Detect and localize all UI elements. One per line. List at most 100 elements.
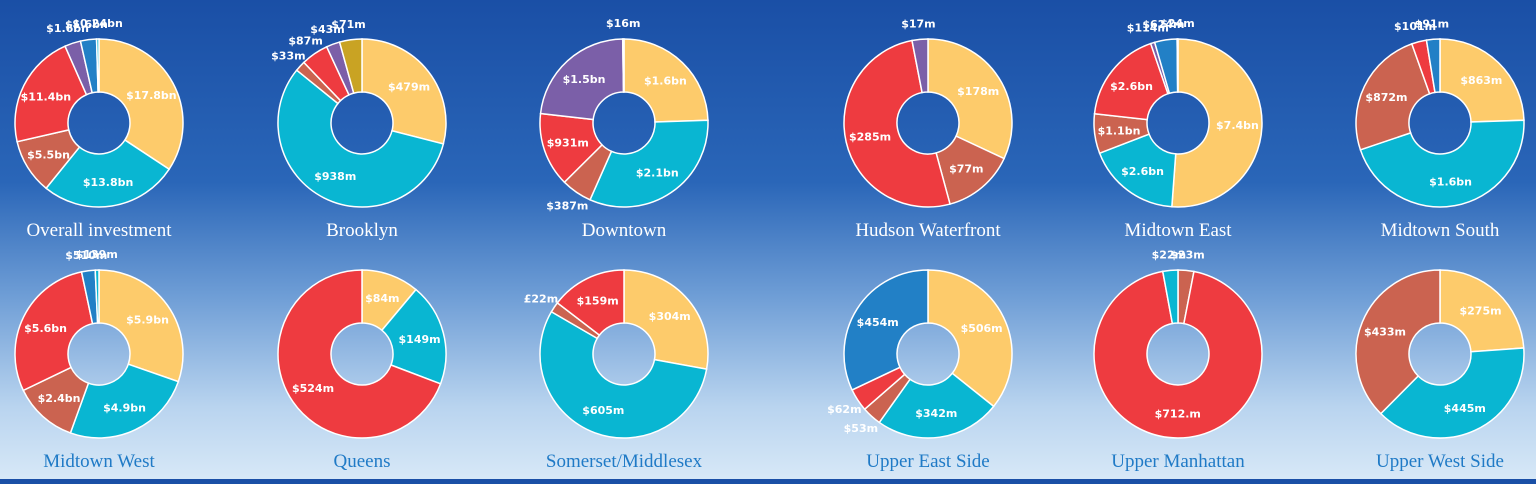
slice-label-overall-investment-2: $5.5bn: [27, 148, 70, 161]
donut-upper-east-side: $506m $342m $53m $62m $454m Upper East Side: [827, 269, 1013, 472]
slice-label-midtown-east-5: $624m: [1142, 18, 1184, 31]
slice-label-upper-west-side-0: $275m: [1459, 304, 1501, 317]
slice-label-overall-investment-6: $0.24bn: [72, 17, 123, 30]
donut-upper-west-side: $275m $445m $433m Upper West Side: [1355, 269, 1525, 472]
slice-label-overall-investment-3: $11.4bn: [21, 90, 72, 103]
slice-downtown-4: [539, 38, 625, 121]
slice-midtown-east-6: [1176, 38, 1179, 93]
slice-midtown-west-5: [94, 269, 100, 324]
slice-overall-investment-3: [14, 45, 88, 143]
caption-downtown: Downtown: [582, 220, 667, 241]
caption-upper-east-side: Upper East Side: [866, 451, 989, 472]
slice-midtown-east-3: [1093, 42, 1169, 121]
caption-upper-manhattan: Upper Manhattan: [1111, 451, 1245, 472]
slice-label-midtown-south-3: $101m: [1394, 20, 1436, 33]
slice-label-queens-2: $524m: [292, 382, 334, 395]
slice-somerset-middlesex-1: [539, 310, 708, 439]
slice-label-upper-west-side-1: $445m: [1444, 402, 1486, 415]
slice-midtown-west-1: [69, 363, 180, 439]
slice-label-brooklyn-3: $87m: [288, 34, 322, 47]
slice-label-somerset-middlesex-2: £22m: [524, 292, 558, 305]
slice-label-brooklyn-2: $33m: [271, 49, 305, 62]
slice-label-downtown-4: $1.5bn: [563, 73, 606, 86]
slice-label-midtown-west-3: $5.6bn: [24, 322, 67, 335]
donut-downtown: $1.6bn $2.1bn $387m $931m $1.5bn $16m Downtown: [539, 17, 709, 241]
slice-label-brooklyn-1: $938m: [314, 170, 356, 183]
slice-label-midtown-east-2: $1.1bn: [1098, 125, 1141, 138]
slice-label-midtown-south-4: $91m: [1415, 17, 1449, 30]
slice-downtown-1: [589, 119, 709, 208]
slice-label-midtown-west-0: $5.9bn: [126, 314, 169, 327]
caption-somerset-middlesex: Somerset/Middlesex: [546, 451, 703, 472]
slice-hudson-waterfront-3: [911, 38, 929, 94]
slice-midtown-south-4: [1425, 38, 1441, 94]
caption-upper-west-side: Upper West Side: [1376, 451, 1504, 472]
slice-label-midtown-south-2: $872m: [1365, 91, 1407, 104]
slice-label-brooklyn-4: $43m: [310, 23, 344, 36]
slice-label-somerset-middlesex-1: $605m: [582, 404, 624, 417]
slice-label-midtown-east-3: $2.6bn: [1110, 80, 1153, 93]
slice-upper-west-side-2: [1355, 269, 1441, 415]
slice-upper-east-side-4: [843, 269, 929, 391]
slice-label-downtown-2: $387m: [546, 199, 588, 212]
slice-label-queens-0: $84m: [365, 292, 399, 305]
slice-upper-east-side-0: [927, 269, 1013, 408]
slice-midtown-west-0: [98, 269, 184, 383]
slice-label-upper-east-side-0: $506m: [961, 322, 1003, 335]
slice-label-upper-west-side-2: $433m: [1364, 325, 1406, 338]
slice-hudson-waterfront-0: [927, 38, 1013, 160]
slice-label-midtown-east-4: $114m: [1127, 22, 1169, 35]
donut-brooklyn: $479m $938m $33m $87m$43m$71m Brooklyn: [271, 18, 447, 241]
slice-label-downtown-1: $2.1bn: [636, 166, 679, 179]
slice-label-midtown-west-5: $139m: [76, 248, 118, 261]
slice-label-hudson-waterfront-2: $285m: [849, 130, 891, 143]
slice-midtown-south-0: [1439, 38, 1525, 123]
slice-queens-2: [277, 269, 442, 439]
slice-midtown-south-2: [1355, 42, 1431, 151]
slice-label-brooklyn-5: $71m: [331, 18, 365, 31]
slice-midtown-south-1: [1359, 119, 1525, 208]
slice-upper-west-side-1: [1379, 347, 1525, 439]
slice-label-midtown-west-4: $510m: [65, 249, 107, 262]
slice-overall-investment-1: [45, 139, 171, 208]
slice-overall-investment-6: [95, 38, 100, 93]
slice-label-overall-investment-4: $1.6bn: [46, 22, 89, 35]
slice-label-hudson-waterfront-0: $178m: [957, 85, 999, 98]
slice-label-midtown-east-0: $7.4bn: [1216, 119, 1259, 132]
slice-label-upper-manhattan-2: $22m: [1152, 248, 1186, 261]
slice-midtown-east-0: [1171, 38, 1263, 208]
slice-upper-west-side-0: [1439, 269, 1525, 353]
slice-label-downtown-3: $931m: [547, 137, 589, 150]
slice-label-upper-manhattan-0: $23m: [1170, 248, 1204, 261]
slice-midtown-west-3: [14, 270, 94, 392]
slice-label-midtown-east-1: $2.6bn: [1121, 165, 1164, 178]
slice-brooklyn-5: [338, 38, 363, 95]
slice-label-upper-east-side-3: $62m: [827, 403, 861, 416]
slice-label-midtown-east-6: $24m: [1160, 17, 1194, 30]
slice-queens-1: [380, 288, 447, 385]
slice-midtown-east-1: [1098, 133, 1177, 208]
slice-label-overall-investment-1: $13.8bn: [83, 176, 134, 189]
donut-queens: $84m $149m $524m Queens: [277, 269, 447, 472]
slice-upper-manhattan-1: [1093, 270, 1263, 439]
slice-label-overall-investment-0: $17.8bn: [126, 89, 177, 102]
caption-midtown-west: Midtown West: [43, 451, 155, 472]
slice-label-brooklyn-0: $479m: [388, 81, 430, 94]
caption-hudson-waterfront: Hudson Waterfront: [855, 220, 1001, 241]
slice-label-downtown-0: $1.6bn: [644, 74, 687, 87]
donut-midtown-east: $7.4bn $2.6bn $1.1bn $2.6bn $114m$624m$24m Mi…: [1093, 17, 1263, 241]
slice-label-midtown-west-2: $2.4bn: [38, 392, 81, 405]
slice-downtown-0: [623, 38, 709, 123]
donut-somerset-middlesex: $304m $605m £22m $159m Somerset/Middlesex: [524, 269, 709, 472]
slice-label-somerset-middlesex-0: $304m: [649, 310, 691, 323]
slice-hudson-waterfront-2: [843, 39, 951, 208]
slice-label-somerset-middlesex-3: $159m: [577, 295, 619, 308]
slice-label-upper-east-side-2: $53m: [844, 422, 878, 435]
slice-upper-east-side-1: [878, 372, 995, 439]
slice-label-upper-east-side-1: $342m: [915, 407, 957, 420]
slice-label-upper-manhattan-1: $712.m: [1155, 407, 1201, 420]
slice-downtown-5: [621, 38, 625, 93]
donut-midtown-south: $863m $1.6bn $872m $101m$91m Midtown South: [1355, 17, 1525, 241]
slice-somerset-middlesex-3: [556, 269, 625, 337]
